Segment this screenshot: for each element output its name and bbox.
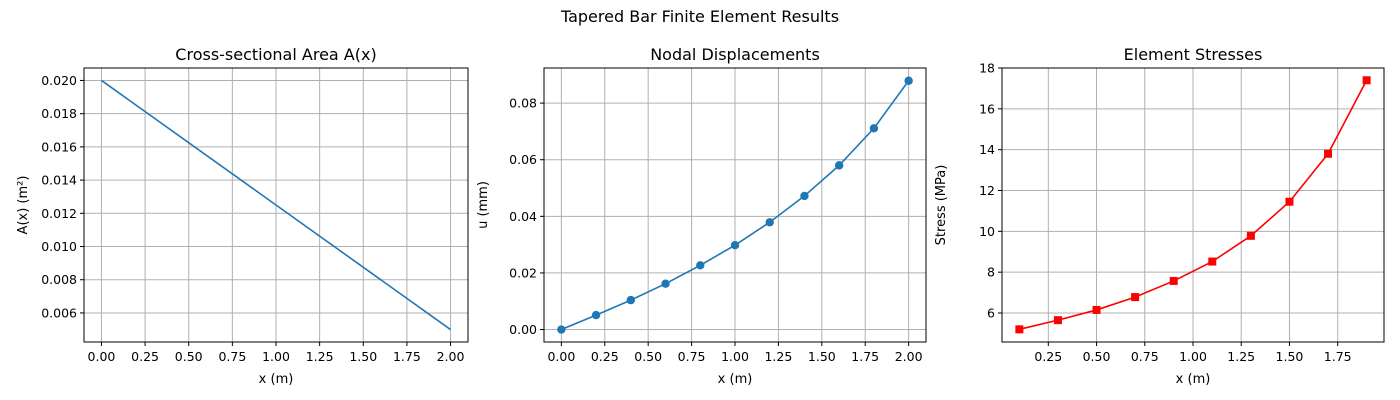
data-point [1169, 276, 1178, 285]
series-line [100, 79, 452, 331]
subplot-title: Cross-sectional Area A(x) [175, 45, 376, 64]
data-point [800, 191, 809, 201]
x-tick-label: 1.25 [764, 349, 792, 364]
data-point [591, 310, 601, 320]
x-tick-label: 1.00 [1179, 349, 1207, 364]
y-tick-label: 8 [987, 265, 995, 280]
data-point [1053, 316, 1062, 325]
data-point [1324, 149, 1333, 158]
grid [544, 68, 926, 342]
x-axis-label: x (m) [718, 372, 753, 387]
axes-frame [543, 67, 927, 343]
x-tick-label: 2.00 [437, 349, 465, 364]
y-tick-label: 14 [979, 142, 995, 157]
x-tick-label: 2.00 [895, 349, 923, 364]
y-tick-label: 0.012 [41, 206, 77, 221]
x-axis-label: x (m) [259, 372, 294, 387]
y-tick-label: 0.020 [41, 73, 77, 88]
x-tick-label: 1.50 [1276, 349, 1304, 364]
x-tick-label: 0.75 [678, 349, 706, 364]
x-tick-label: 0.25 [131, 349, 159, 364]
area-subplot: 0.00 0.25 0.50 0.75 1.00 1.25 1.50 1.75 2.00 0.00… [16, 45, 469, 387]
x-tick-label: 1.75 [1324, 349, 1352, 364]
data-point [696, 261, 705, 270]
data-point [557, 325, 566, 334]
data-point [834, 161, 844, 170]
y-tick-label: 0.014 [41, 173, 77, 188]
x-tick-label: 0.75 [218, 349, 246, 364]
data-point [1092, 305, 1101, 314]
x-tick-label: 0.00 [547, 349, 575, 364]
x-axis-label: x (m) [1176, 372, 1211, 387]
x-tick-label: 1.00 [721, 349, 749, 364]
x-tick-label: 0.00 [88, 349, 116, 364]
axes-frame [83, 67, 469, 343]
x-tick-label: 0.25 [591, 349, 619, 364]
x-tick-label: 1.25 [1227, 349, 1255, 364]
y-tick-label: 0.018 [41, 106, 77, 121]
subplots: 0.00 0.25 0.50 0.75 1.00 1.25 1.50 1.75 2.00 0.00… [16, 45, 1385, 387]
data-point [1208, 257, 1217, 266]
data-point [765, 218, 774, 227]
y-tick-label: 0.008 [41, 272, 77, 287]
x-tick-label: 1.75 [851, 349, 879, 364]
grid [84, 68, 468, 342]
axes-frame [1001, 67, 1385, 343]
data-point [626, 295, 636, 305]
x-tick-label: 1.00 [262, 349, 290, 364]
y-tick-label: 16 [979, 101, 995, 116]
y-tick-label: 0.02 [509, 265, 537, 280]
data-point [904, 76, 913, 85]
y-tick-label: 18 [979, 61, 995, 76]
subplot-title: Nodal Displacements [650, 45, 820, 64]
y-tick-label: 10 [979, 224, 995, 239]
x-tick-label: 0.50 [1083, 349, 1111, 364]
data-point [661, 279, 670, 288]
series-line [1019, 79, 1368, 331]
y-tick-label: 12 [979, 183, 995, 198]
figure-title: Tapered Bar Finite Element Results [560, 7, 839, 26]
displacement-subplot: 0.00 0.25 0.50 0.75 1.00 1.25 1.50 1.75 2.00 0.00… [476, 45, 927, 387]
y-tick-label: 0.04 [509, 209, 537, 224]
x-tick-label: 0.75 [1131, 349, 1159, 364]
grid [1002, 67, 1384, 342]
data-point [1362, 76, 1371, 85]
y-tick-label: 0.010 [41, 239, 77, 254]
y-tick-label: 0.016 [41, 139, 77, 154]
x-tick-label: 1.50 [808, 349, 836, 364]
y-tick-label: 0.006 [41, 305, 77, 320]
y-tick-label: 0.06 [509, 152, 537, 167]
y-axis-label: Stress (MPa) [934, 165, 949, 246]
x-tick-label: 0.50 [634, 349, 662, 364]
x-tick-label: 1.50 [349, 349, 377, 364]
data-point [869, 124, 879, 133]
subplot-title: Element Stresses [1124, 45, 1263, 64]
x-tick-label: 0.25 [1034, 349, 1062, 364]
x-tick-label: 0.50 [175, 349, 203, 364]
y-tick-label: 0.08 [509, 96, 537, 111]
data-point [1131, 293, 1140, 302]
y-axis-label: A(x) (m²) [16, 176, 31, 235]
y-axis-label: u (mm) [476, 181, 491, 229]
data-point [1246, 231, 1255, 240]
x-tick-label: 1.25 [306, 349, 334, 364]
y-tick-label: 0.00 [509, 322, 537, 337]
data-point [1015, 325, 1024, 334]
data-point [730, 240, 740, 250]
stress-subplot: 0.25 0.50 0.75 1.00 1.25 1.50 1.75 6 8 10 12 14 16 18… [934, 45, 1385, 387]
data-point [1285, 197, 1294, 206]
x-tick-label: 1.75 [393, 349, 421, 364]
y-tick-label: 6 [987, 306, 995, 321]
